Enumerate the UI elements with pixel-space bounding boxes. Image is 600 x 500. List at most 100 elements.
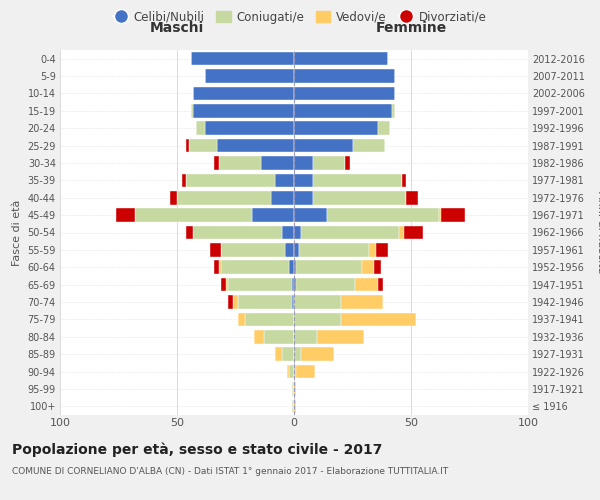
Bar	[299, 243, 369, 256]
Bar	[400, 226, 404, 239]
Bar	[187, 139, 188, 152]
Text: Maschi: Maschi	[150, 22, 204, 36]
Bar	[294, 243, 299, 256]
Bar	[294, 295, 341, 309]
Bar	[294, 365, 296, 378]
Bar	[219, 260, 221, 274]
Bar	[294, 174, 313, 187]
Bar	[294, 139, 353, 152]
Bar	[188, 139, 217, 152]
Bar	[294, 348, 301, 361]
Bar	[296, 260, 362, 274]
Bar	[193, 104, 294, 118]
Bar	[289, 260, 294, 274]
Bar	[193, 86, 294, 100]
Bar	[292, 400, 294, 413]
Bar	[177, 191, 271, 204]
Y-axis label: Anni di nascita: Anni di nascita	[596, 191, 600, 274]
Bar	[254, 330, 263, 344]
Bar	[294, 330, 317, 344]
Bar	[406, 191, 418, 204]
Bar	[170, 191, 177, 204]
Bar	[193, 226, 283, 239]
Bar	[355, 278, 378, 291]
Bar	[392, 104, 395, 118]
Bar	[294, 278, 296, 291]
Bar	[294, 86, 395, 100]
Bar	[301, 348, 334, 361]
Bar	[135, 208, 252, 222]
Bar	[284, 243, 294, 256]
Bar	[294, 52, 388, 66]
Bar	[187, 226, 193, 239]
Bar	[229, 278, 292, 291]
Bar	[341, 295, 383, 309]
Bar	[292, 278, 294, 291]
Bar	[116, 208, 135, 222]
Bar	[214, 260, 219, 274]
Bar	[196, 122, 205, 135]
Bar	[369, 243, 376, 256]
Bar	[287, 365, 289, 378]
Bar	[292, 295, 294, 309]
Bar	[226, 278, 229, 291]
Legend: Celibi/Nubili, Coniugati/e, Vedovi/e, Divorziati/e: Celibi/Nubili, Coniugati/e, Vedovi/e, Di…	[109, 6, 491, 28]
Bar	[289, 365, 294, 378]
Bar	[229, 295, 233, 309]
Bar	[294, 104, 392, 118]
Text: Femmine: Femmine	[376, 22, 446, 36]
Bar	[439, 208, 442, 222]
Bar	[376, 243, 388, 256]
Bar	[313, 156, 346, 170]
Bar	[191, 104, 193, 118]
Bar	[182, 174, 187, 187]
Bar	[301, 226, 400, 239]
Bar	[442, 208, 465, 222]
Bar	[221, 260, 289, 274]
Bar	[271, 191, 294, 204]
Text: Popolazione per età, sesso e stato civile - 2017: Popolazione per età, sesso e stato civil…	[12, 442, 382, 457]
Bar	[283, 226, 294, 239]
Bar	[341, 312, 416, 326]
Bar	[294, 260, 296, 274]
Bar	[283, 348, 294, 361]
Bar	[252, 208, 294, 222]
Bar	[221, 243, 284, 256]
Bar	[294, 312, 341, 326]
Bar	[294, 226, 301, 239]
Bar	[401, 174, 406, 187]
Bar	[374, 260, 380, 274]
Bar	[353, 139, 385, 152]
Bar	[317, 330, 364, 344]
Bar	[294, 70, 395, 83]
Bar	[210, 243, 221, 256]
Bar	[378, 278, 383, 291]
Bar	[296, 278, 355, 291]
Bar	[294, 382, 296, 396]
Bar	[294, 208, 327, 222]
Bar	[219, 156, 261, 170]
Bar	[214, 156, 219, 170]
Bar	[404, 226, 423, 239]
Bar	[275, 174, 294, 187]
Bar	[187, 174, 275, 187]
Bar	[292, 382, 294, 396]
Bar	[221, 278, 226, 291]
Bar	[275, 348, 283, 361]
Bar	[233, 295, 238, 309]
Bar	[217, 139, 294, 152]
Bar	[191, 52, 294, 66]
Bar	[294, 122, 378, 135]
Bar	[327, 208, 439, 222]
Bar	[362, 260, 374, 274]
Bar	[294, 400, 296, 413]
Bar	[205, 122, 294, 135]
Bar	[294, 191, 313, 204]
Text: COMUNE DI CORNELIANO D'ALBA (CN) - Dati ISTAT 1° gennaio 2017 - Elaborazione TUT: COMUNE DI CORNELIANO D'ALBA (CN) - Dati …	[12, 468, 448, 476]
Bar	[245, 312, 294, 326]
Bar	[346, 156, 350, 170]
Bar	[261, 156, 294, 170]
Bar	[296, 365, 315, 378]
Bar	[205, 70, 294, 83]
Bar	[378, 122, 390, 135]
